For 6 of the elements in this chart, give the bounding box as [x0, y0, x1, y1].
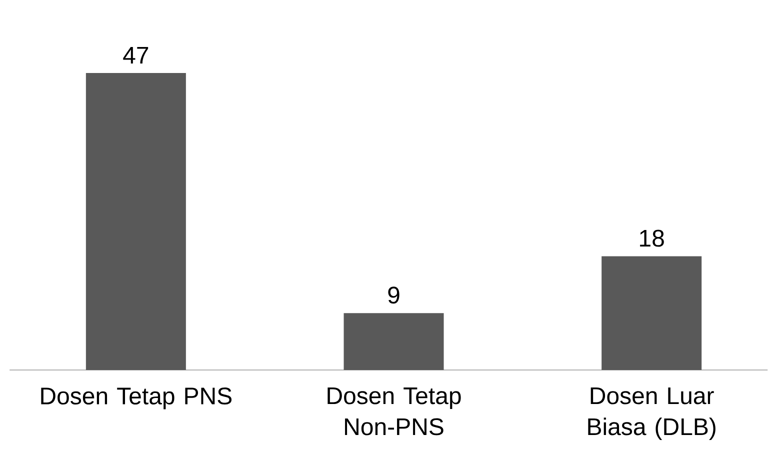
x-tick-label: Dosen Tetap PNS	[41, 388, 232, 410]
data-label: 47	[123, 46, 148, 64]
data-label: 18	[640, 230, 664, 247]
data-label: 9	[388, 286, 400, 304]
x-tick-label: Dosen Tetap Non-PNS	[328, 388, 461, 436]
x-tick-label: Dosen Luar Biasa (DLB)	[588, 388, 716, 440]
